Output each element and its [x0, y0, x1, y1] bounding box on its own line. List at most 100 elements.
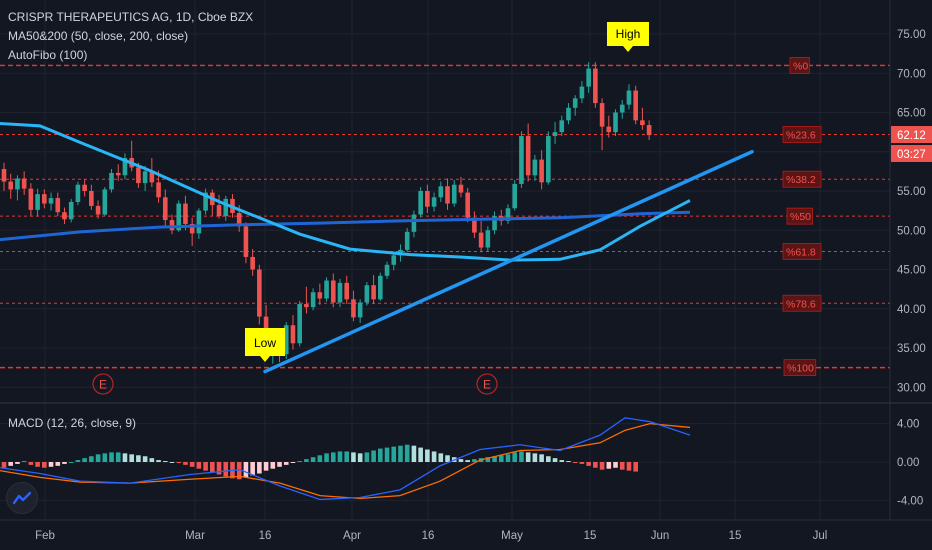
candle-body — [149, 171, 155, 183]
price-axis-tick: 30.00 — [897, 382, 926, 394]
candle-body — [404, 231, 410, 250]
fib-label-box — [782, 243, 822, 260]
macd-histogram-bar — [216, 462, 222, 475]
macd-histogram-bar — [330, 452, 336, 462]
macd-histogram-bar — [485, 457, 491, 462]
macd-histogram-bar — [236, 462, 242, 480]
macd-histogram-bar — [404, 444, 410, 462]
candle-body — [109, 172, 114, 190]
macd-histogram-bar — [129, 454, 134, 462]
tradingview-logo-icon — [13, 491, 31, 505]
time-axis-tick: 16 — [259, 530, 272, 542]
time-axis-tick: Jul — [813, 530, 828, 542]
countdown-badge — [891, 145, 932, 162]
macd-axis-tick: 4.00 — [897, 419, 919, 431]
candle-body — [183, 203, 188, 224]
macd-histogram-bar — [559, 460, 565, 462]
price-axis-tick: 75.00 — [897, 29, 926, 41]
candle-body — [451, 184, 457, 204]
candle-body — [136, 167, 141, 184]
macd-histogram-bar — [317, 455, 323, 462]
candle-body — [626, 90, 632, 105]
macd-histogram-bar — [196, 462, 202, 469]
macd-histogram-bar — [626, 462, 632, 471]
macd-histogram-bar — [425, 449, 430, 462]
macd-histogram-bar — [270, 462, 276, 469]
macd-histogram-bar — [431, 451, 437, 462]
macd-histogram-bar — [498, 455, 504, 462]
candle-body — [364, 285, 370, 303]
macd-histogram-bar — [62, 462, 67, 464]
macd-histogram-bar — [149, 458, 155, 462]
macd-histogram-bar — [458, 459, 464, 462]
countdown-label: 03:27 — [897, 149, 926, 161]
macd-histogram-bar — [257, 462, 262, 474]
ma50-line — [0, 121, 691, 262]
macd-histogram-bar — [351, 452, 356, 462]
macd-legend[interactable]: MACD (12, 26, close, 9) — [8, 416, 137, 430]
macd-histogram-bar — [75, 460, 81, 462]
ma200-line — [0, 210, 691, 242]
earnings-marker: E — [483, 378, 491, 392]
candle-body — [317, 292, 323, 299]
candle-body — [606, 126, 612, 133]
fib-label: %0 — [793, 60, 808, 72]
macd-axis-tick: 0.00 — [897, 457, 919, 469]
macd-histogram-bar — [156, 460, 161, 462]
macd-histogram-bar — [223, 462, 229, 477]
fib-label: %61.8 — [786, 246, 816, 258]
candle-body — [438, 186, 444, 198]
price-axis-tick: 70.00 — [897, 68, 926, 80]
macd-histogram-bar — [243, 462, 249, 478]
fib-label: %50 — [790, 211, 811, 223]
macd-histogram-bar — [8, 462, 14, 466]
macd-histogram-bar — [176, 462, 182, 463]
autofibo-indicator-legend[interactable]: AutoFibo (100) — [8, 48, 88, 62]
candle-body — [512, 183, 518, 209]
time-axis-tick: Jun — [651, 530, 670, 542]
last-price-label: 62.12 — [897, 130, 926, 142]
tradingview-logo[interactable] — [6, 482, 38, 514]
candle-body — [485, 230, 491, 248]
macd-histogram-bar — [15, 462, 20, 464]
fib-label: %100 — [787, 363, 814, 375]
price-axis-tick: 45.00 — [897, 265, 926, 277]
macd-histogram-bar — [1, 462, 7, 468]
candle-body — [357, 302, 363, 318]
macd-histogram-bar — [297, 461, 302, 463]
macd-histogram-bar — [55, 462, 61, 466]
macd-histogram-bar — [89, 456, 94, 462]
macd-histogram-bar — [465, 460, 470, 462]
candle-body — [465, 192, 470, 218]
price-axis-tick: 50.00 — [897, 225, 926, 237]
symbol-legend[interactable]: CRISPR THERAPEUTICS AG, 1D, Cboe BZX — [8, 10, 254, 24]
fib-label-box — [782, 294, 822, 312]
macd-histogram-bar — [357, 453, 363, 462]
macd-histogram-bar — [95, 454, 101, 462]
macd-histogram-bar — [532, 453, 538, 462]
macd-histogram-bar — [310, 457, 316, 462]
candle-body — [236, 212, 242, 227]
candle-body — [142, 171, 148, 184]
candle-body — [593, 68, 598, 104]
macd-histogram-bar — [512, 452, 518, 462]
price-axis-tick: 40.00 — [897, 304, 926, 316]
macd-histogram-bar — [337, 451, 343, 462]
candle-body — [492, 216, 497, 231]
candle-body — [196, 210, 202, 234]
candle-body — [203, 192, 208, 211]
macd-histogram-bar — [633, 462, 638, 472]
macd-histogram-bar — [344, 451, 350, 462]
candle-body — [176, 203, 182, 231]
candle-body — [15, 178, 20, 190]
macd-histogram-bar — [593, 462, 598, 468]
candle-body — [162, 197, 168, 221]
high-label-box — [607, 22, 649, 52]
macd-histogram-bar — [183, 462, 188, 465]
ma-indicator-legend[interactable]: MA50&200 (50, close, 200, close) — [8, 29, 189, 43]
macd-line — [0, 417, 691, 501]
candle-body — [82, 184, 87, 191]
macd-histogram-bar — [364, 452, 370, 462]
candle-body — [478, 232, 484, 248]
